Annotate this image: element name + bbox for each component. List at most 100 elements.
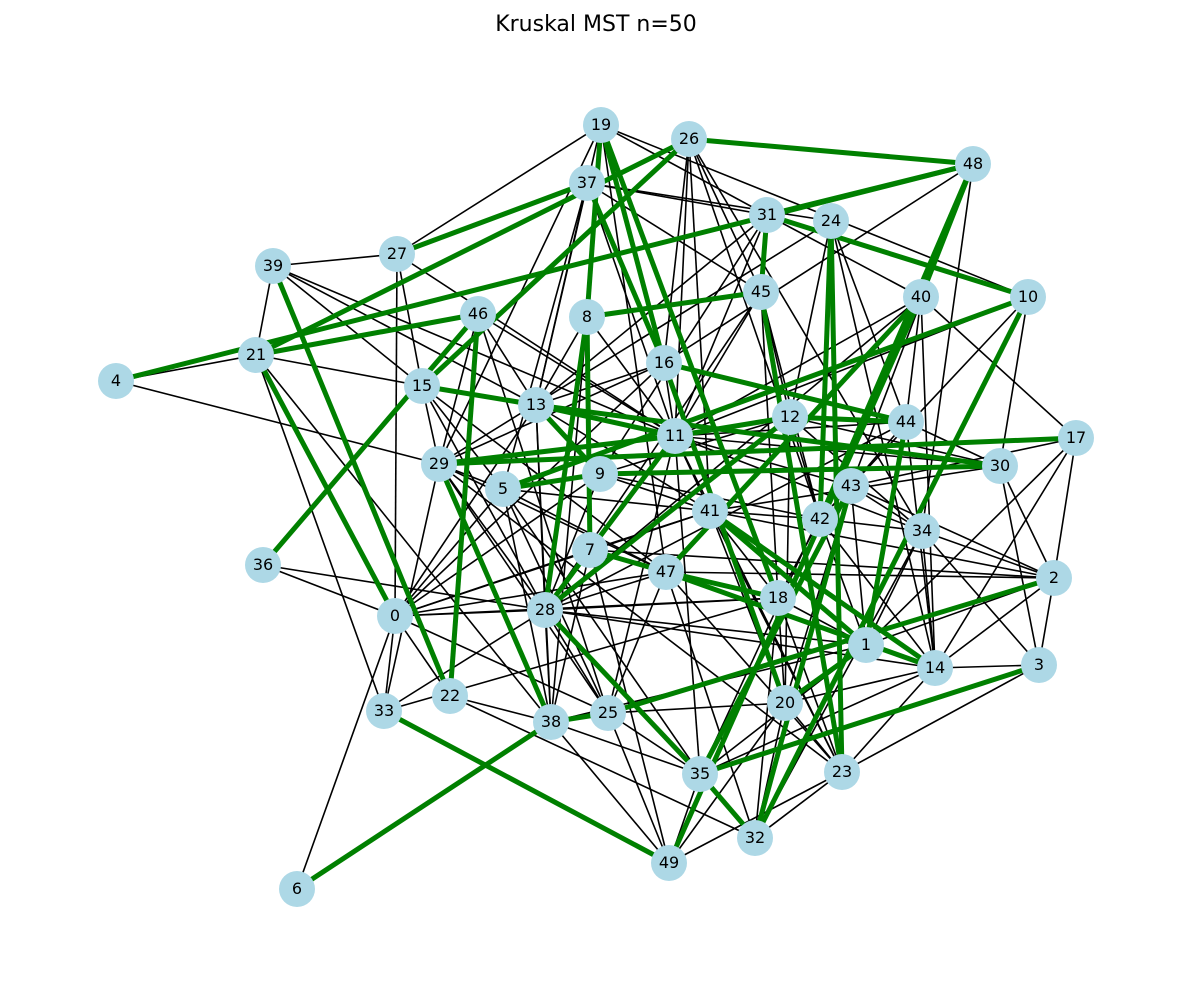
node-label: 41 [700,501,720,520]
edge-18-32 [754,597,779,839]
edge-34-2 [921,530,1055,579]
edge-28-25 [544,609,609,714]
edge-29-47 [438,463,667,573]
node-circle [485,471,521,507]
node-label: 16 [654,353,674,372]
node-30: 30 [982,448,1018,484]
edge-9-0 [394,473,601,617]
node-circle [404,368,440,404]
edge-0-6 [296,615,396,890]
edge-47-32 [665,571,756,839]
node-26: 26 [671,121,707,157]
node-circle [767,685,803,721]
edge-40-17 [920,296,1077,439]
node-circle [245,547,281,583]
node-label: 28 [535,600,555,619]
node-38: 38 [533,704,569,740]
node-label: 43 [841,476,861,495]
node-circle [377,598,413,634]
mst-edge-29-17 [438,435,1077,467]
node-13: 13 [518,387,554,423]
node-label: 11 [665,426,685,445]
node-29: 29 [421,446,457,482]
edge-38-49 [550,721,670,864]
node-48: 48 [955,146,991,182]
node-label: 44 [896,412,916,431]
node-label: 14 [925,658,945,677]
node-label: 37 [577,173,597,192]
mst-edge-43-32 [752,485,854,839]
edge-26-45 [688,138,762,293]
edge-5-47 [502,488,667,573]
mst-edges-layer [115,124,1077,892]
node-label: 6 [292,879,302,898]
node-circle [432,678,468,714]
node-49: 49 [651,845,687,881]
mst-edge-38-6 [295,719,553,892]
edge-43-2 [850,485,1055,579]
node-15: 15 [404,368,440,404]
node-circle [590,695,626,731]
node-label: 15 [412,376,432,395]
edge-29-28 [438,463,546,611]
node-label: 35 [690,764,710,783]
node-9: 9 [582,456,618,492]
node-label: 30 [990,456,1010,475]
edge-29-23 [438,463,843,773]
node-22: 22 [432,678,468,714]
node-23: 23 [824,754,860,790]
node-label: 24 [821,211,841,230]
node-1: 1 [848,627,884,663]
node-label: 17 [1066,428,1086,447]
mst-edge-11-13 [535,402,676,439]
edge-47-2 [665,571,1055,579]
edge-24-44 [830,220,907,423]
node-0: 0 [377,598,413,634]
node-label: 45 [751,282,771,301]
node-41: 41 [692,493,728,529]
node-circle [518,387,554,423]
mst-edge-46-21 [255,311,479,358]
node-31: 31 [749,197,785,233]
edge-41-42 [709,510,821,520]
edge-21-33 [255,354,385,712]
node-circle [238,337,274,373]
mst-edge-22-46 [447,313,481,697]
mst-edge-7-8 [584,316,593,551]
node-43: 43 [833,468,869,504]
node-circle [737,820,773,856]
mst-edge-48-42 [817,163,976,520]
edge-21-38 [255,354,552,723]
node-label: 42 [810,509,830,528]
node-circle [888,404,924,440]
node-10: 10 [1010,279,1046,315]
node-circle [583,107,619,143]
node-label: 32 [745,828,765,847]
mst-edge-26-21 [254,136,691,358]
edge-17-2 [1053,437,1077,579]
mst-edge-19-18 [598,124,781,599]
node-label: 3 [1034,655,1044,674]
edge-0-47 [394,571,667,617]
node-28: 28 [527,592,563,628]
edge-36-0 [262,564,396,617]
mst-edge-11-28 [542,434,678,612]
node-circle [982,448,1018,484]
edge-17-1 [865,437,1077,646]
mst-edge-33-49 [382,708,671,866]
node-4: 4 [98,363,134,399]
edge-26-42 [688,138,821,520]
mst-edge-1-44 [863,421,909,646]
edge-5-35 [502,488,701,775]
node-12: 12 [772,399,808,435]
mst-edge-35-3 [699,662,1040,777]
node-label: 23 [832,762,852,781]
node-label: 9 [595,464,605,483]
node-label: 48 [963,154,983,173]
node-label: 25 [598,703,618,722]
node-circle [657,418,693,454]
node-7: 7 [572,532,608,568]
node-circle [569,299,605,335]
node-label: 21 [246,345,266,364]
node-20: 20 [767,685,803,721]
